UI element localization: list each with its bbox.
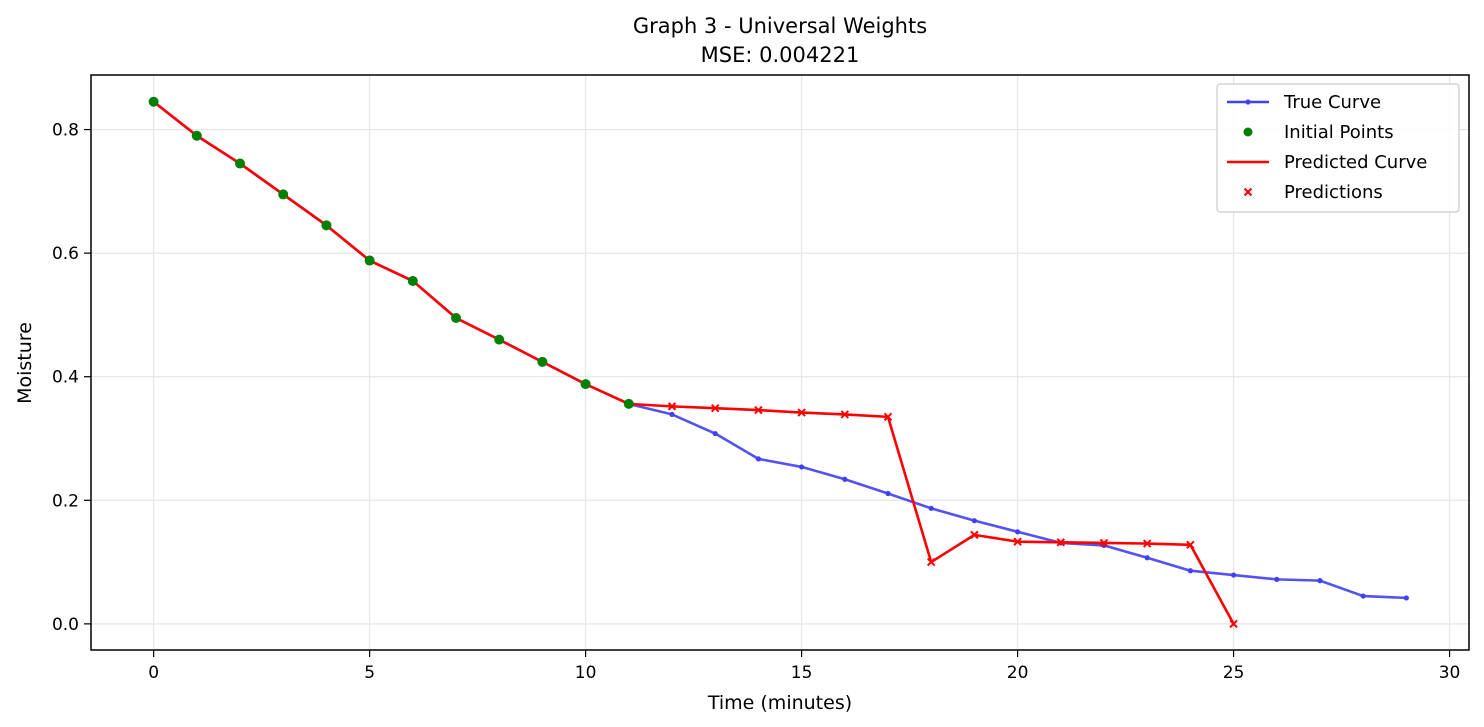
x-marker-stroke [840, 410, 850, 419]
true-curve-point [755, 456, 762, 462]
true-curve-point [669, 411, 675, 418]
legend-label: Predicted Curve [1284, 152, 1427, 173]
x-marker-stroke [926, 557, 936, 567]
legend-handle-initial-points [1243, 127, 1253, 137]
true-curve-point [1144, 555, 1150, 561]
prediction-marker [840, 410, 850, 419]
true-curve-point [1317, 578, 1323, 584]
initial-point [148, 96, 159, 107]
legend-handle-true-curve-dot [1245, 99, 1251, 105]
initial-point [407, 275, 418, 286]
true-curve-point [1403, 595, 1409, 601]
initial-point [364, 255, 375, 266]
prediction-marker [754, 405, 763, 415]
x-marker-stroke [710, 404, 720, 413]
initial-point [321, 220, 332, 231]
initial-point [235, 158, 246, 169]
true-curve-point [842, 476, 848, 482]
x-marker-stroke [1099, 538, 1109, 548]
chart-title: Graph 3 - Universal Weights [633, 14, 927, 38]
x-axis-label: Time (minutes) [707, 692, 852, 714]
x-marker-stroke [1186, 540, 1195, 549]
chart-subtitle: MSE: 0.004221 [701, 43, 860, 67]
x-marker-stroke [667, 402, 677, 411]
plot-frame [90, 74, 1470, 651]
initial-point [537, 356, 548, 367]
initial-point [494, 334, 505, 345]
legend-handle-predictions [1243, 187, 1253, 197]
initial-point [451, 313, 462, 324]
x-marker-stroke [1229, 619, 1238, 629]
legend-label: Initial Points [1284, 122, 1394, 143]
prediction-marker [883, 412, 893, 422]
prediction-marker [1056, 538, 1065, 547]
x-marker-stroke [1243, 187, 1253, 197]
legend-label: True Curve [1283, 92, 1381, 113]
x-marker-stroke [1013, 537, 1022, 546]
x-tick-label: 5 [364, 663, 375, 683]
prediction-marker [710, 404, 720, 413]
initial-point [278, 189, 289, 200]
y-tick-label: 0.8 [52, 121, 79, 141]
x-tick-label: 10 [575, 663, 597, 683]
true-curve-point [885, 490, 891, 497]
prediction-marker [1142, 539, 1152, 548]
axis-ticks: 0 5 10 15 20 25 30 0.0 0.2 0.4 0.6 0.8 [52, 121, 1460, 683]
true-curve-point [712, 430, 718, 437]
x-marker-stroke [1056, 538, 1065, 547]
prediction-marker [797, 408, 806, 417]
legend-box [1216, 83, 1460, 213]
x-tick-label: 20 [1007, 663, 1029, 683]
true-curve-point [798, 464, 805, 470]
x-tick-label: 25 [1223, 663, 1245, 683]
initial-point [191, 130, 202, 141]
y-tick-label: 0.0 [52, 615, 79, 635]
prediction-marker [970, 530, 979, 540]
x-marker-stroke [970, 530, 979, 540]
prediction-marker [1186, 540, 1195, 549]
prediction-marker [1099, 538, 1109, 548]
prediction-marker [1013, 537, 1022, 546]
true-curve-point [971, 518, 977, 524]
legend-label: Predictions [1284, 182, 1383, 203]
true-curve-point [1014, 529, 1021, 535]
plot-series [148, 96, 1409, 629]
x-marker-stroke [1142, 539, 1152, 548]
prediction-marker [667, 402, 677, 411]
initial-point [580, 379, 591, 390]
x-tick-label: 30 [1439, 663, 1461, 683]
legend: True Curve Initial Points Predicted Curve P… [1216, 83, 1460, 213]
x-marker-stroke [797, 408, 806, 417]
y-tick-label: 0.6 [52, 244, 79, 264]
prediction-marker [1229, 619, 1238, 629]
true-curve-point [1360, 593, 1366, 599]
x-tick-label: 15 [791, 663, 813, 683]
x-marker-stroke [754, 405, 763, 415]
grid [91, 75, 1469, 650]
x-marker-stroke [883, 412, 893, 422]
true-curve-point [1230, 572, 1237, 578]
y-tick-label: 0.2 [52, 491, 79, 511]
prediction-marker [926, 557, 936, 567]
true-curve-point [928, 505, 934, 511]
y-axis-label: Moisture [14, 322, 36, 404]
predicted-curve-line [152, 100, 1235, 625]
y-tick-label: 0.4 [52, 368, 79, 388]
x-tick-label: 0 [148, 663, 159, 683]
true-curve-point [1187, 568, 1193, 574]
initial-point [623, 398, 634, 409]
true-curve-point [1274, 576, 1280, 582]
